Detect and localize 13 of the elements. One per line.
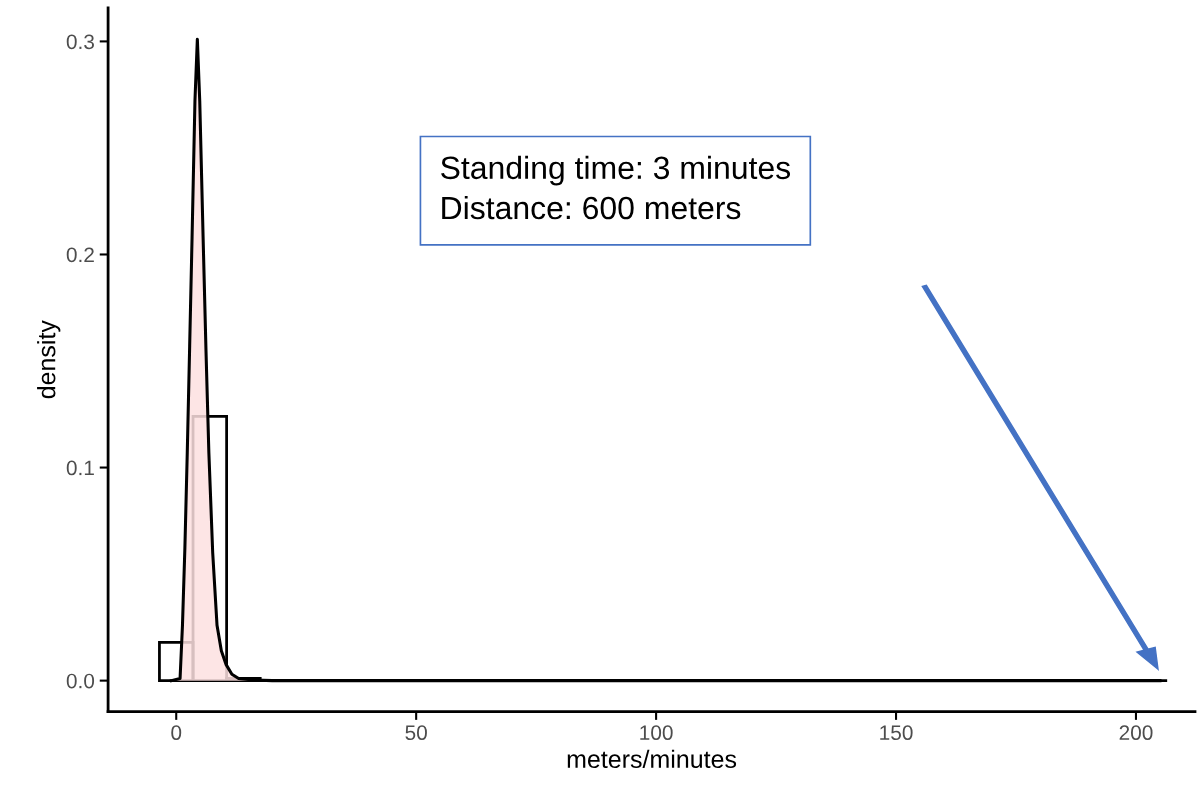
y-tick-label: 0.2 [66,247,94,263]
annotation: Distance: 600 meters [442,195,741,220]
x-tick-label: 100 [640,725,673,741]
x-axis-title: meters/minutes [567,749,737,769]
x-tick-label: 50 [405,725,427,741]
y-axis-title: density [37,320,61,399]
x-tick-label: 200 [1119,725,1153,741]
y-tick-label: 0.3 [66,34,94,50]
annotation: Standing time: 3 minutes [441,155,791,186]
x-tick-label: 0 [171,725,182,741]
x-tick-label: 150 [880,725,913,741]
y-tick-label: 0.0 [66,673,95,689]
y-tick-label: 0.1 [66,460,94,476]
